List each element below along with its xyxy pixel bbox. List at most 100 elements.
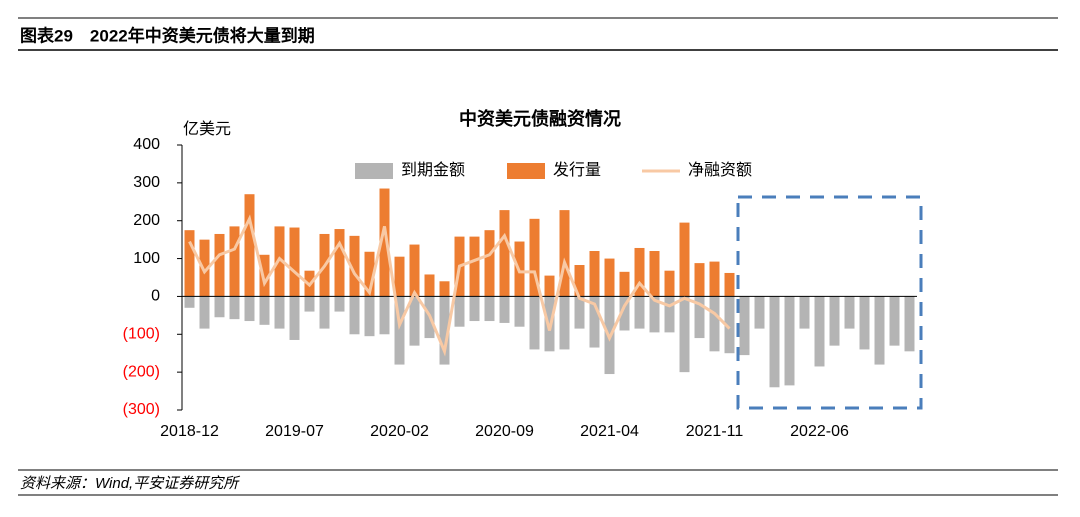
bar [709,261,720,297]
x-tick-label: 2020-02 [370,423,429,440]
bar [619,296,630,331]
bar [844,296,855,329]
x-tick-label: 2021-04 [580,423,639,440]
bar [589,251,600,297]
chart-title: 中资美元债融资情况 [459,108,621,129]
bar [259,254,270,297]
bar [334,296,345,312]
bar [184,230,195,297]
bar [394,256,405,297]
bar [604,258,615,297]
bar [649,251,660,297]
bar [574,265,585,297]
bar [904,296,915,352]
bar [724,272,735,297]
bar [724,296,735,354]
bar [454,296,465,327]
bar [769,296,780,388]
bar [634,296,645,329]
bar [214,296,225,318]
bar [199,296,210,329]
bar [289,296,300,340]
y-tick-label: 200 [133,212,160,229]
bar [544,275,555,297]
bar [664,270,675,297]
bar [409,296,420,346]
bar [379,296,390,335]
legend-swatch [355,163,393,179]
header-title: 图表29 2022年中资美元债将大量到期 [20,25,315,45]
bar [349,296,360,335]
bar [364,296,375,337]
bar [499,296,510,323]
bar [679,296,690,373]
bar [859,296,870,350]
bar [229,296,240,320]
y-tick-label: 400 [133,136,160,153]
y-tick-label: (300) [123,401,160,418]
bar [334,229,345,297]
bar [664,296,675,333]
y-tick-label: 100 [133,250,160,267]
bar [439,281,450,297]
bar [694,296,705,339]
bar [364,251,375,297]
bar [469,296,480,322]
bar [484,296,495,322]
bar [214,233,225,297]
bar [244,296,255,322]
x-tick-label: 2021-11 [686,423,744,440]
bar [439,296,450,365]
plot: 400 300 200 100 0 (100) (200) (300)2018-12 2019-… [123,136,917,440]
bar [379,188,390,297]
highlight-box [736,195,923,410]
bar [304,296,315,312]
bar [229,226,240,297]
bar [424,274,435,297]
bar [559,210,570,297]
bar [259,296,270,325]
bar [874,296,885,365]
bar [514,296,525,327]
bar [349,235,360,297]
bar [889,296,900,346]
bar [394,296,405,365]
bar [499,210,510,297]
bar [484,230,495,297]
y-tick-label: 300 [133,174,160,191]
y-axis-label: 亿美元 [183,120,231,138]
bar [799,296,810,329]
line [188,214,731,357]
bar [529,296,540,350]
bar [559,296,570,350]
bar [679,222,690,297]
bar [289,227,300,297]
bar [589,296,600,348]
x-tick-label: 2018-12 [160,423,219,440]
bar [649,296,660,333]
x-tick-label: 2019-07 [265,423,324,440]
x-tick-label: 2020-09 [475,423,534,440]
bar [409,244,420,297]
legend-label: 净融资额 [688,161,752,179]
bar [754,296,765,329]
legend-swatch [507,163,545,179]
bar [694,263,705,297]
bar [634,247,645,297]
bar [274,296,285,329]
y-tick-label: (100) [123,326,160,343]
bar [814,296,825,367]
y-tick-label: (200) [123,363,160,380]
bar [829,296,840,346]
bar [574,296,585,329]
bar [709,296,720,352]
bar [244,194,255,297]
x-tick-label: 2022-06 [790,423,849,440]
bar [619,271,630,297]
bar [469,236,480,297]
legend-label: 发行量 [553,161,601,179]
y-tick-label: 0 [151,288,160,305]
legend-label: 到期金额 [401,161,465,179]
bar [184,296,195,308]
